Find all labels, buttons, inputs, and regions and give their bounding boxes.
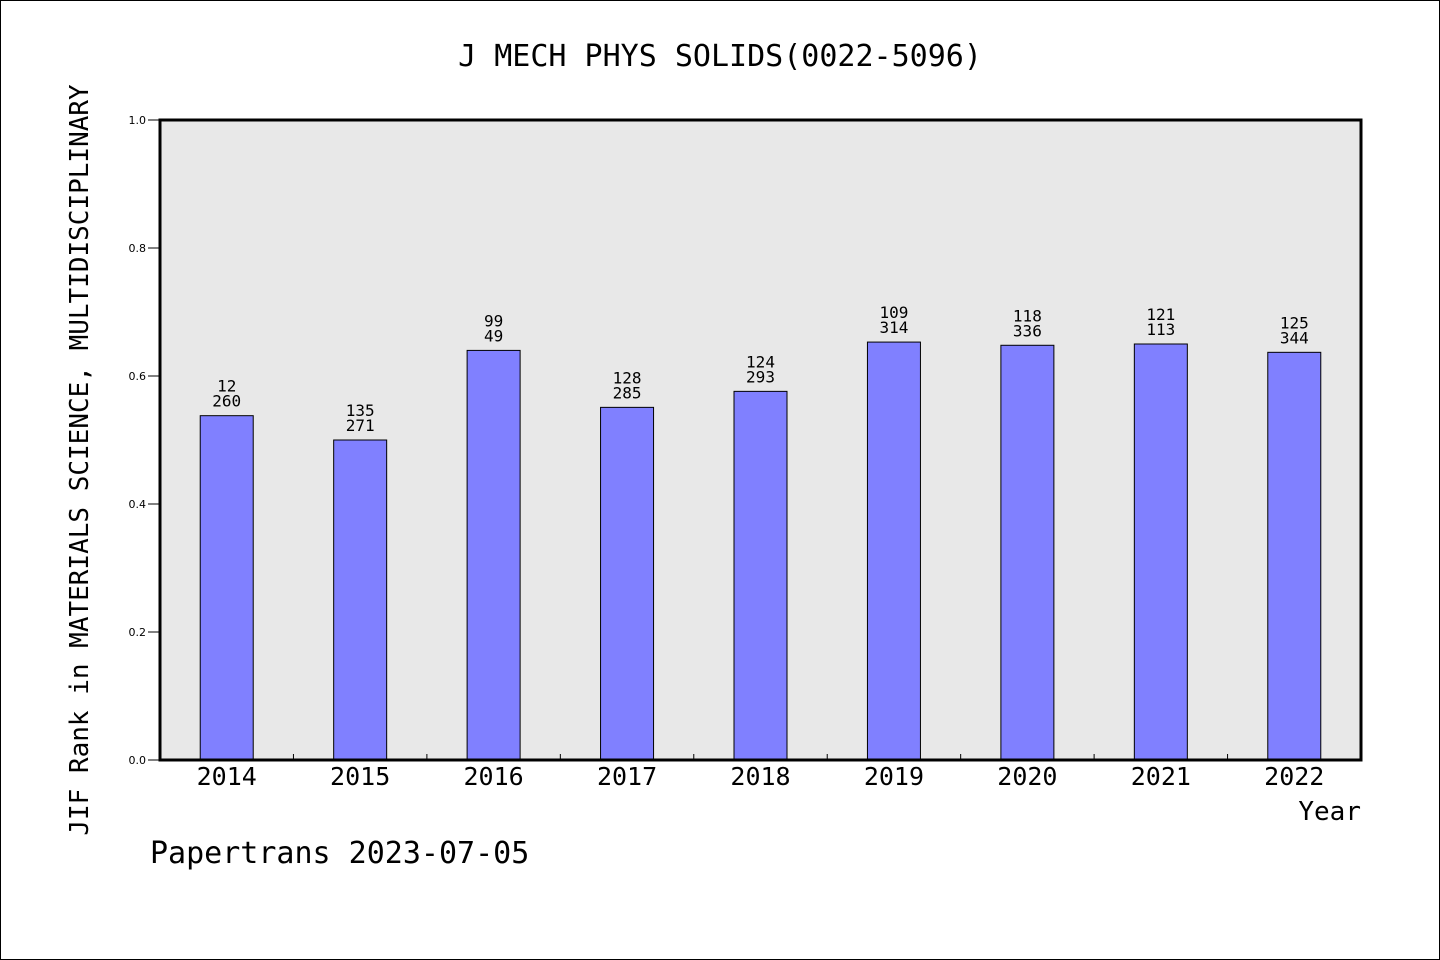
bar-label-top: 99: [484, 311, 503, 330]
x-tick-label: 2020: [997, 762, 1057, 791]
bar-label-bottom: 49: [484, 326, 503, 345]
bar-label-top: 124: [746, 352, 775, 371]
bar-label-top: 109: [879, 303, 908, 322]
y-tick-label: 0.2: [129, 626, 147, 639]
bar-label-top: 118: [1013, 306, 1042, 325]
bar-2019: [866, 341, 921, 761]
bar-label-bottom: 344: [1280, 328, 1309, 347]
y-tick-label: 0.4: [129, 498, 147, 511]
bar-label-bottom: 113: [1146, 320, 1175, 339]
bar-label-top: 12: [217, 377, 236, 396]
x-tick-label: 2018: [730, 762, 790, 791]
bar-label-top: 128: [613, 368, 642, 387]
bar-2021: [1133, 343, 1188, 761]
y-tick-label: 0.8: [129, 242, 147, 255]
bar-2017: [600, 406, 655, 761]
bar-2018: [733, 390, 788, 761]
x-tick-label: 2019: [864, 762, 924, 791]
bar-label-bottom: 271: [346, 416, 375, 435]
y-axis-ticks: 0.0 0.2 0.4 0.6 0.8 1.0: [129, 114, 160, 767]
bar-2020: [1000, 344, 1055, 761]
bar-2015: [333, 439, 388, 761]
y-tick-label: 1.0: [129, 114, 147, 127]
x-axis-label: Year: [1298, 797, 1361, 827]
bar-series: [199, 341, 1322, 761]
x-tick-label: 2015: [330, 762, 390, 791]
x-tick-label: 2022: [1264, 762, 1324, 791]
bar-label-bottom: 336: [1013, 321, 1042, 340]
y-tick-label: 0.0: [129, 754, 147, 767]
chart-title: J MECH PHYS SOLIDS(0022-5096): [458, 39, 982, 74]
y-axis-label: JIF Rank in MATERIALS SCIENCE, MULTIDISC…: [65, 84, 95, 836]
bar-label-bottom: 260: [212, 392, 241, 411]
x-tick-label: 2016: [464, 762, 524, 791]
x-tick-label: 2021: [1131, 762, 1191, 791]
bar-2014: [199, 415, 254, 761]
bar-2016: [466, 349, 521, 761]
bar-label-top: 135: [346, 401, 375, 420]
x-axis-tick-labels: 2014 2015 2016 2017 2018 2019 2020 2021 2022: [197, 762, 1325, 791]
footer-credit: Papertrans 2023-07-05: [150, 836, 529, 871]
bar-label-bottom: 314: [879, 318, 908, 337]
bar-label-top: 125: [1280, 313, 1309, 332]
x-tick-label: 2014: [197, 762, 257, 791]
y-tick-label: 0.6: [129, 370, 147, 383]
bar-2022: [1267, 351, 1322, 761]
plot-border: [158, 118, 1363, 762]
x-tick-label: 2017: [597, 762, 657, 791]
bar-label-bottom: 285: [613, 383, 642, 402]
bar-label-bottom: 293: [746, 367, 775, 386]
bar-label-top: 121: [1146, 305, 1175, 324]
